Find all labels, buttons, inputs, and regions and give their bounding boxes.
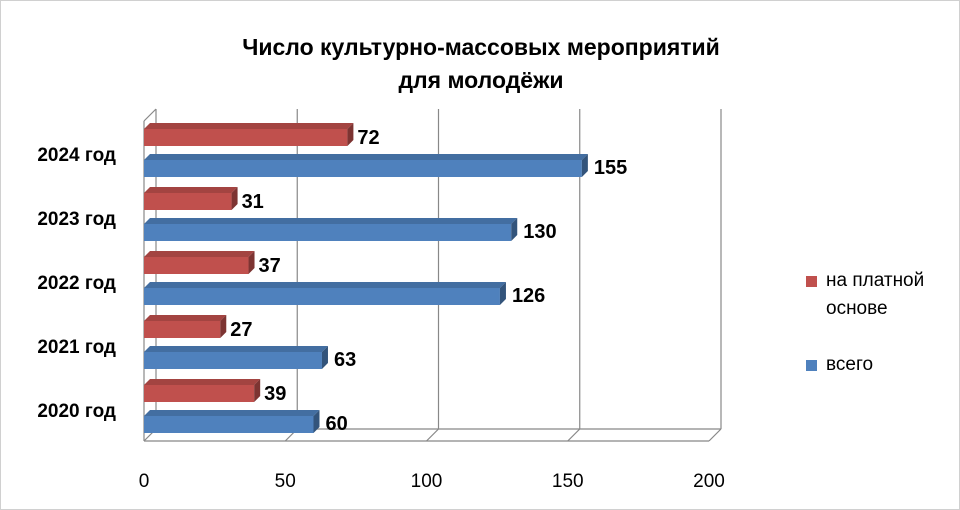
- bar-paid-4-top: [144, 123, 354, 129]
- x-tick-label-100: 100: [411, 471, 443, 492]
- bar-total-4-front: [144, 160, 582, 177]
- legend-item-total: всего: [806, 351, 924, 379]
- bar-paid-2-side: [248, 251, 255, 274]
- bar-total-4-side: [581, 154, 588, 177]
- x-tick-label-200: 200: [693, 471, 725, 492]
- data-label-paid-3: 31: [242, 191, 264, 213]
- bar-total-2-front: [144, 288, 500, 305]
- legend-swatch-paid: [806, 276, 817, 287]
- bar-total-3-side: [511, 218, 518, 241]
- bar-paid-4-side: [347, 123, 354, 146]
- bars: [144, 123, 588, 433]
- bar-total-4: [144, 154, 588, 177]
- floor-diagonal-100: [426, 428, 439, 442]
- bar-paid-3-front: [144, 193, 232, 210]
- bar-paid-3-side: [231, 187, 238, 210]
- bar-paid-1: [144, 315, 227, 338]
- bar-paid-2-front: [144, 257, 249, 274]
- category-label-2: 2022 год: [37, 273, 116, 294]
- bar-paid-0-side: [254, 379, 261, 402]
- bar-paid-4: [144, 123, 354, 146]
- category-label-1: 2021 год: [37, 337, 116, 358]
- left-wall-top-edge: [143, 108, 157, 122]
- chart-title-line-1: Число культурно-массовых мероприятий: [242, 34, 720, 60]
- x-tick-label-0: 0: [139, 471, 150, 492]
- legend: на платной основе всего: [806, 267, 924, 379]
- bar-paid-1-top: [144, 315, 227, 321]
- bar-total-2-side: [499, 282, 506, 305]
- legend-label-total: всего: [826, 354, 874, 375]
- bar-paid-1-side: [220, 315, 227, 338]
- bar-total-0-front: [144, 416, 314, 433]
- legend-label-paid-line-2: основе: [826, 298, 888, 319]
- legend-item-paid: на платной основе: [806, 267, 924, 323]
- data-label-total-2: 126: [512, 285, 545, 307]
- labels: 0 50 100 150 200 39 60 2020 год 27 63 2021 год 37 12…: [37, 127, 724, 492]
- bar-total-1-side: [321, 346, 328, 369]
- bar-total-3-top: [144, 218, 518, 224]
- bar-total-1: [144, 346, 328, 369]
- data-label-total-3: 130: [523, 221, 556, 243]
- bar-paid-3-top: [144, 187, 238, 193]
- bar-paid-3: [144, 187, 238, 210]
- x-tick-label-150: 150: [552, 471, 584, 492]
- category-label-4: 2024 год: [37, 145, 116, 166]
- bar-paid-4-front: [144, 129, 348, 146]
- data-label-paid-2: 37: [259, 255, 281, 277]
- bar-total-3: [144, 218, 518, 241]
- bar-paid-2-top: [144, 251, 255, 257]
- chart-title-line-2: для молодёжи: [398, 67, 564, 93]
- category-label-0: 2020 год: [37, 401, 116, 422]
- bar-total-4-top: [144, 154, 588, 160]
- data-label-paid-4: 72: [357, 127, 379, 149]
- bar-total-1-top: [144, 346, 328, 352]
- data-label-paid-1: 27: [230, 319, 252, 341]
- floor-diagonal-200: [708, 428, 722, 442]
- bar-paid-1-front: [144, 321, 221, 338]
- bar-paid-0: [144, 379, 261, 402]
- bar-total-1-front: [144, 352, 322, 369]
- bar-total-0: [144, 410, 320, 433]
- category-label-3: 2023 год: [37, 209, 116, 230]
- data-label-total-1: 63: [334, 349, 356, 371]
- bar-paid-0-front: [144, 385, 255, 402]
- bar-paid-0-top: [144, 379, 261, 385]
- bar-total-2-top: [144, 282, 506, 288]
- data-label-total-0: 60: [326, 413, 348, 435]
- legend-swatch-total: [806, 360, 817, 371]
- legend-label-paid-line-1: на платной: [826, 270, 925, 291]
- data-label-paid-0: 39: [264, 383, 286, 405]
- bar-total-3-front: [144, 224, 512, 241]
- bar-total-0-top: [144, 410, 320, 416]
- x-tick-label-50: 50: [275, 471, 296, 492]
- bar-paid-2: [144, 251, 255, 274]
- chart-title: Число культурно-массовых мероприятий для…: [201, 31, 761, 97]
- bar-total-0-side: [313, 410, 320, 433]
- floor-diagonal-150: [567, 428, 581, 442]
- data-label-total-4: 155: [594, 157, 627, 179]
- bar-total-2: [144, 282, 506, 305]
